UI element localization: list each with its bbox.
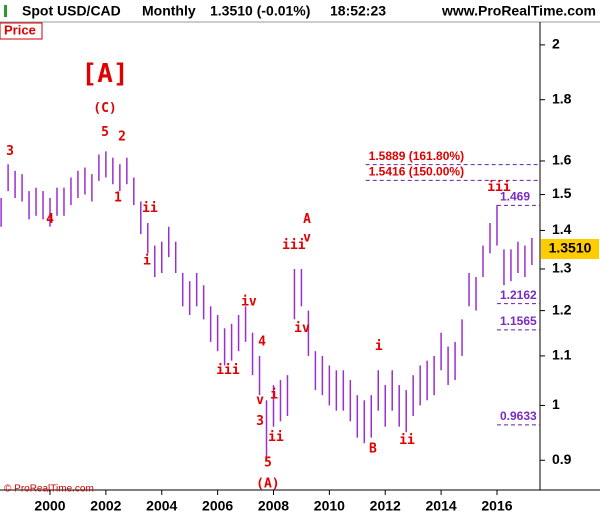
y-tick-label: 1.6 — [552, 152, 572, 168]
wave-label: 1 — [114, 191, 122, 206]
wave-label: 5 — [264, 456, 272, 471]
last-price-label: 1.3510 — [549, 240, 592, 256]
y-tick-label: 1.5 — [552, 185, 572, 201]
wave-label: (C) — [93, 101, 116, 116]
wave-label: 3 — [6, 144, 14, 159]
symbol: Spot USD/CAD — [22, 3, 121, 19]
level-label: 1.469 — [500, 190, 530, 204]
wave-label: 4 — [258, 334, 266, 349]
x-tick-label: 2000 — [34, 498, 65, 514]
level-label: 1.2162 — [500, 288, 537, 302]
x-tick-label: 2014 — [426, 498, 457, 514]
level-label: 1.5889 (161.80%) — [369, 149, 464, 163]
footer: © ProRealTime.com — [4, 484, 94, 495]
x-tick-label: 2006 — [202, 498, 233, 514]
wave-label: iv — [241, 295, 257, 310]
wave-label: [A] — [82, 59, 129, 89]
x-tick-label: 2004 — [146, 498, 177, 514]
wave-label: (A) — [256, 476, 279, 491]
y-tick-label: 1.2 — [552, 301, 572, 317]
wave-label: v — [256, 393, 264, 408]
wave-label: ii — [399, 433, 415, 448]
wave-label: iii — [487, 180, 511, 195]
wave-label: ii — [142, 201, 158, 216]
wave-label: 5 — [101, 125, 109, 140]
wave-label: i — [143, 254, 151, 269]
y-tick-label: 1.4 — [552, 221, 572, 237]
level-label: 1.1565 — [500, 314, 537, 328]
y-tick-label: 1.1 — [552, 347, 572, 363]
quote: 1.3510 (-0.01%) — [210, 3, 310, 19]
wave-label: i — [270, 388, 278, 403]
level-label: 1.5416 (150.00%) — [369, 164, 464, 178]
wave-label: A — [303, 212, 311, 227]
y-tick-label: 2 — [552, 36, 560, 52]
x-tick-label: 2012 — [370, 498, 401, 514]
wave-label: i — [375, 339, 383, 354]
last-price-box — [541, 238, 599, 259]
wave-label: ii — [268, 430, 284, 445]
wave-label: 2 — [118, 130, 126, 145]
time: 18:52:23 — [330, 3, 386, 19]
wave-label: iii — [282, 238, 306, 253]
panel-label-box — [0, 22, 43, 40]
wave-label: 4 — [46, 212, 54, 227]
wave-label: iii — [216, 363, 240, 378]
x-tick-label: 2016 — [481, 498, 512, 514]
y-tick-label: 1.8 — [552, 90, 572, 106]
logo — [4, 5, 7, 17]
level-label: 0.9633 — [500, 409, 537, 423]
wave-label: v — [303, 230, 311, 245]
period: Monthly — [142, 3, 196, 19]
wave-label: B — [369, 441, 377, 456]
y-tick-label: 1 — [552, 396, 560, 412]
wave-label: iv — [294, 321, 310, 336]
wave-label: 3 — [256, 414, 264, 429]
y-tick-label: 1.3 — [552, 260, 572, 276]
x-tick-label: 2002 — [90, 498, 121, 514]
panel-label: Price — [4, 22, 36, 37]
y-tick-label: 0.9 — [552, 451, 572, 467]
site: www.ProRealTime.com — [441, 3, 596, 19]
x-tick-label: 2010 — [314, 498, 345, 514]
x-tick-label: 2008 — [258, 498, 289, 514]
